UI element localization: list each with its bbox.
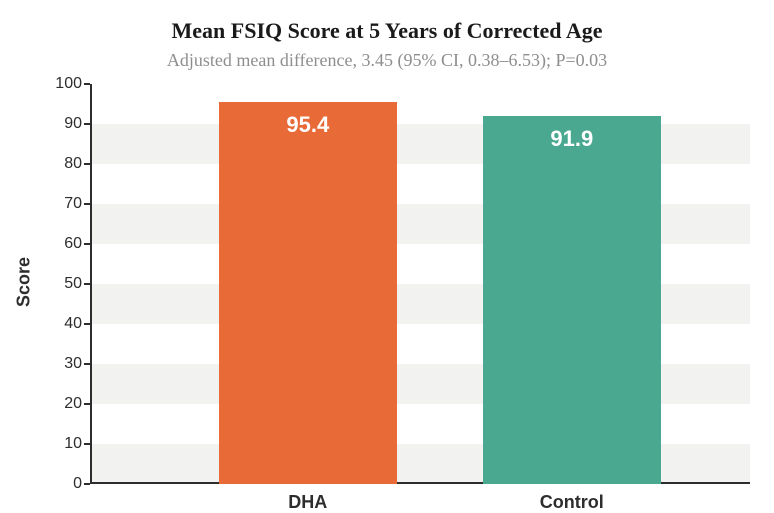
y-tick-mark <box>84 363 90 365</box>
x-category-label: Control <box>540 492 604 513</box>
plot-area: 010203040506070809010095.4DHA91.9Control <box>90 84 750 484</box>
chart-subtitle: Adjusted mean difference, 3.45 (95% CI, … <box>0 50 774 71</box>
y-axis-label: Score <box>14 257 35 307</box>
chart-title: Mean FSIQ Score at 5 Years of Corrected … <box>0 18 774 44</box>
bar-control: 91.9 <box>483 116 661 484</box>
y-tick-mark <box>84 403 90 405</box>
y-tick-label: 60 <box>42 235 82 253</box>
fsiq-bar-chart: Mean FSIQ Score at 5 Years of Corrected … <box>0 0 774 504</box>
y-tick-mark <box>84 123 90 125</box>
y-tick-mark <box>84 83 90 85</box>
y-axis-line <box>90 84 92 484</box>
y-tick-label: 100 <box>42 75 82 93</box>
y-tick-label: 40 <box>42 315 82 333</box>
y-tick-mark <box>84 443 90 445</box>
y-axis-label-container: Score <box>14 0 34 504</box>
y-tick-label: 70 <box>42 195 82 213</box>
y-tick-mark <box>84 243 90 245</box>
bar-dha: 95.4 <box>219 102 397 484</box>
bar-value-label: 91.9 <box>550 126 593 152</box>
y-tick-mark <box>84 163 90 165</box>
y-tick-mark <box>84 323 90 325</box>
y-tick-label: 20 <box>42 395 82 413</box>
y-tick-label: 10 <box>42 435 82 453</box>
y-tick-label: 80 <box>42 155 82 173</box>
y-tick-label: 0 <box>42 475 82 493</box>
bar-value-label: 95.4 <box>286 112 329 138</box>
y-tick-mark <box>84 203 90 205</box>
y-tick-mark <box>84 283 90 285</box>
y-tick-label: 50 <box>42 275 82 293</box>
x-category-label: DHA <box>288 492 327 513</box>
y-tick-label: 90 <box>42 115 82 133</box>
y-tick-label: 30 <box>42 355 82 373</box>
y-tick-mark <box>84 483 90 485</box>
